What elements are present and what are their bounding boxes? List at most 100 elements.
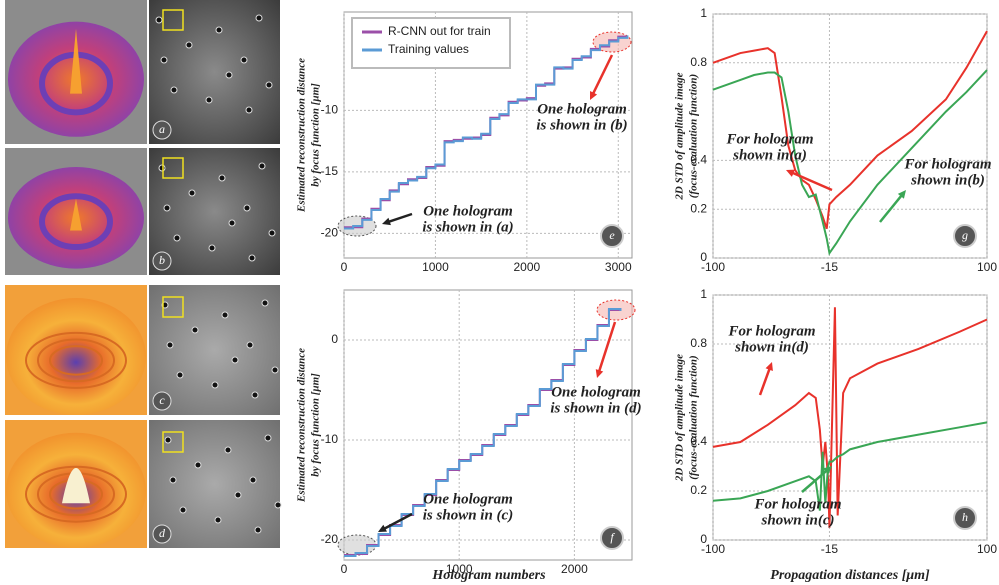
arrow-head [897,190,906,199]
particle [185,41,193,49]
particle [194,461,202,469]
x-tick-label: -100 [701,542,725,556]
annotation: shown in(d) [734,339,809,355]
series-line [344,35,629,230]
y-tick-label: 1 [700,6,707,20]
arrow-head [786,169,795,177]
panel-label: h [962,510,968,524]
legend: R-CNN out for train Training values [351,17,511,69]
annotation: shown in(a) [732,147,807,163]
particle [208,244,216,252]
particle [274,501,282,509]
x-tick-label: 3000 [605,260,632,274]
particle [158,164,166,172]
particle [214,516,222,524]
x-tick-label: 2000 [514,260,541,274]
panel-label: e [609,228,615,242]
series-line [712,307,988,528]
panel-badge [152,251,172,271]
surface-peak [70,198,82,231]
y-axis-label: by focus function [μm] [310,373,322,477]
legend-box [351,17,511,69]
particle [225,71,233,79]
series-line [712,69,988,256]
surface-ring [49,345,103,376]
particle [240,56,248,64]
surface [6,298,146,415]
y-axis-label: Estimated reconstruction distance [296,58,308,213]
surface-ring [37,338,115,383]
surface-peak [62,468,90,504]
y-tick-label: -20 [321,226,339,240]
arrow [591,54,614,96]
arrow [386,212,413,224]
panel-label: a [159,122,165,136]
particle [173,234,181,242]
plot-area [343,289,633,561]
surface-ring [25,331,127,389]
plot-area [712,13,988,259]
panel-label: b [159,253,165,267]
hologram [149,0,280,144]
panel-label: g [962,228,968,242]
particle [188,189,196,197]
panel-badge [152,391,172,411]
y-tick-label: 0 [700,250,707,264]
panel-badge [953,224,977,248]
arrow [597,321,617,374]
roi-box [162,9,184,31]
particle [169,476,177,484]
particle [255,14,263,22]
panel-badge [600,224,624,248]
annotation: is shown in (a) [422,219,513,235]
particle [258,162,266,170]
arrow [382,512,413,531]
particle [234,491,242,499]
arrow [801,468,829,493]
annotation: One hologram [423,203,513,219]
particle [246,341,254,349]
x-tick-label: 1000 [422,260,449,274]
annotation: One hologram [537,101,627,117]
y-axis-label: Estimated reconstruction distance [296,348,308,503]
x-tick-label: -15 [821,542,839,556]
particle [248,254,256,262]
panel-label: c [159,393,165,407]
particle [254,526,262,534]
y-tick-label: 0.4 [690,434,707,448]
y-axis-label: (focus-evaluation function) [688,355,700,479]
particle [163,204,171,212]
annotation: For hologram [727,323,815,339]
panel-badge [152,524,172,544]
y-tick-label: 1 [700,287,707,301]
x-tick-label: 0 [341,562,348,576]
particle [264,434,272,442]
roi-box [162,296,184,318]
particle [231,356,239,364]
panel-label: d [159,526,166,540]
particle [245,106,253,114]
y-tick-label: 0.2 [690,201,707,215]
roi-box [162,157,184,179]
panel-badge [152,120,172,140]
annotation: For hologram [903,156,991,172]
particle [205,96,213,104]
particle [170,86,178,94]
annotation: For hologram [725,131,813,147]
annotation: For hologram [753,496,841,512]
hologram [149,148,280,275]
y-tick-label: 0 [331,332,338,346]
annotation: One hologram [551,384,641,400]
y-tick-label: 0.4 [690,153,707,167]
annotation: is shown in (d) [550,400,641,416]
y-tick-label: -15 [321,164,339,178]
particle [228,219,236,227]
arrow [879,193,904,223]
panel-label: f [610,530,615,544]
surface-peak [70,28,82,94]
particle [249,476,257,484]
y-axis-label: (focus-evaluation function) [688,74,700,198]
y-axis-label: by focus function [μm] [310,83,322,187]
y-tick-label: 0.8 [690,336,707,350]
annotation: One hologram [423,491,513,507]
